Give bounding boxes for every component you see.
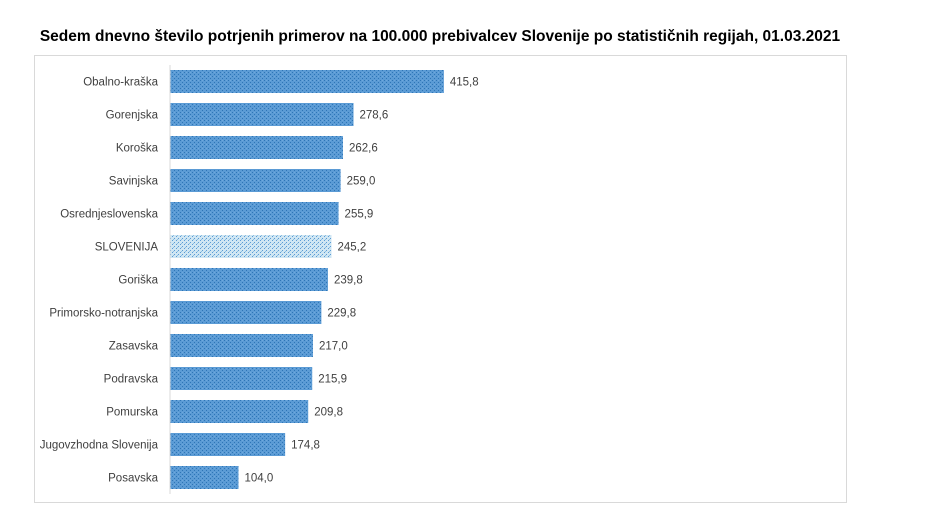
category-label: SLOVENIJA: [95, 242, 159, 254]
data-label: 255,9: [345, 209, 374, 221]
data-label: 215,9: [318, 374, 347, 386]
data-label: 104,0: [245, 473, 274, 485]
bar: [170, 169, 341, 192]
category-label: Podravska: [104, 374, 159, 386]
category-label: Jugovzhodna Slovenija: [40, 440, 159, 452]
bar: [170, 268, 328, 291]
bar: [170, 301, 322, 324]
category-label: Goriška: [118, 275, 158, 287]
data-label: 245,2: [338, 242, 367, 254]
category-label: Pomurska: [106, 407, 158, 419]
category-label: Gorenjska: [106, 110, 159, 122]
bar: [170, 367, 313, 390]
data-label: 259,0: [347, 176, 376, 188]
bar: [170, 400, 309, 423]
bar-highlight: [170, 235, 332, 258]
data-label: 239,8: [334, 275, 363, 287]
category-label: Savinjska: [109, 176, 159, 188]
bar: [170, 103, 354, 126]
category-label: Primorsko-notranjska: [49, 308, 158, 320]
category-label: Koroška: [116, 143, 159, 155]
bar: [170, 70, 444, 93]
data-label: 278,6: [360, 110, 389, 122]
bar: [170, 136, 343, 159]
bar: [170, 334, 313, 357]
bar: [170, 202, 339, 225]
category-label: Osrednjeslovenska: [60, 209, 158, 221]
data-label: 217,0: [319, 341, 348, 353]
category-label: Zasavska: [109, 341, 159, 353]
data-label: 174,8: [291, 440, 320, 452]
data-label: 262,6: [349, 143, 378, 155]
bar: [170, 466, 239, 489]
category-label: Posavska: [108, 473, 158, 485]
bar: [170, 433, 286, 456]
chart-title: Sedem dnevno število potrjenih primerov …: [39, 28, 841, 45]
data-label: 415,8: [450, 77, 479, 89]
data-label: 209,8: [314, 407, 343, 419]
category-label: Obalno-kraška: [83, 77, 158, 89]
data-label: 229,8: [327, 308, 356, 320]
